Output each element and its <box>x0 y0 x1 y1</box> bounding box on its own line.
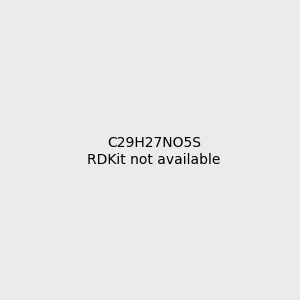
Text: C29H27NO5S
RDKit not available: C29H27NO5S RDKit not available <box>87 136 220 166</box>
